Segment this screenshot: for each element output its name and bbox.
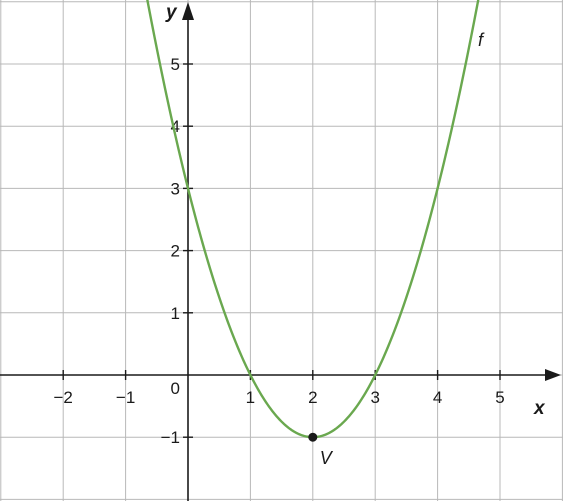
x-tick-label: 4 (433, 388, 442, 407)
x-tick-label: 3 (370, 388, 379, 407)
y-tick-label: 4 (171, 117, 180, 136)
y-axis-arrow-icon (182, 2, 194, 20)
x-tick-label: −2 (54, 388, 73, 407)
origin-label: 0 (171, 379, 180, 398)
x-tick-label: 1 (246, 388, 255, 407)
x-tick-label: −1 (116, 388, 135, 407)
x-axis-title: x (533, 398, 546, 419)
x-tick-label: 5 (495, 388, 504, 407)
tick-marks (62, 63, 501, 438)
tick-labels: −2 −1 1 2 3 4 5 −1 1 2 3 4 5 (54, 55, 505, 447)
y-tick-label: −1 (161, 428, 180, 447)
marked-points: V (308, 432, 334, 468)
vertex-point (308, 432, 318, 442)
y-tick-label: 3 (171, 179, 180, 198)
vertex-label: V (320, 448, 334, 468)
y-axis-title: y (165, 2, 178, 23)
x-axis-arrow-icon (545, 369, 561, 381)
y-tick-label: 2 (171, 242, 180, 261)
y-tick-label: 1 (171, 304, 180, 323)
y-tick-label: 5 (171, 55, 180, 74)
x-tick-label: 2 (308, 388, 317, 407)
series-label-f: f (478, 30, 485, 50)
